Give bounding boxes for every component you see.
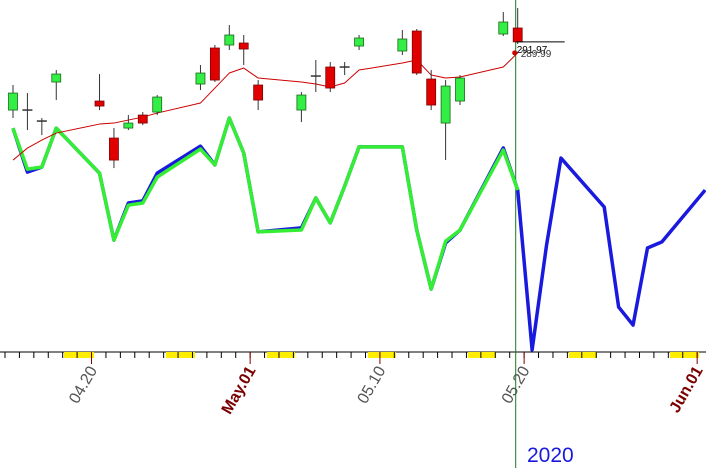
candle-body <box>238 42 249 50</box>
line <box>11 116 520 291</box>
weekend-marker <box>670 352 699 358</box>
candle-body <box>296 94 307 111</box>
candle-body <box>440 85 451 124</box>
candle-body <box>109 137 119 161</box>
weekend-marker <box>64 352 94 358</box>
candle-body <box>455 77 465 102</box>
candle-body <box>325 66 336 89</box>
candle-body <box>123 122 134 129</box>
last-ma-dot <box>512 50 518 56</box>
candle-body <box>498 21 509 35</box>
candle-body <box>51 73 62 83</box>
weekend-marker <box>468 352 496 358</box>
candle-body <box>195 72 206 85</box>
weekend-marker <box>166 352 195 358</box>
candle-body <box>426 78 437 106</box>
candle-body <box>397 38 408 52</box>
candle-body <box>253 84 264 101</box>
line <box>12 52 519 161</box>
candle-body <box>94 100 105 107</box>
year-label: 2020 <box>527 444 574 467</box>
candle-body <box>512 27 523 43</box>
candle-body <box>8 92 18 111</box>
weekend-markers <box>64 352 699 358</box>
candle-body <box>152 96 163 113</box>
candle-body <box>354 37 364 47</box>
last-price-label: 291.97 <box>517 45 548 56</box>
weekend-marker <box>267 352 295 358</box>
candle-body <box>209 47 220 81</box>
weekend-marker <box>368 352 396 358</box>
last-ma-label: 289.99 <box>521 49 552 60</box>
weekend-marker <box>569 352 597 358</box>
candle-body <box>137 114 148 124</box>
candle-body <box>224 34 235 46</box>
candle-body <box>411 30 422 74</box>
